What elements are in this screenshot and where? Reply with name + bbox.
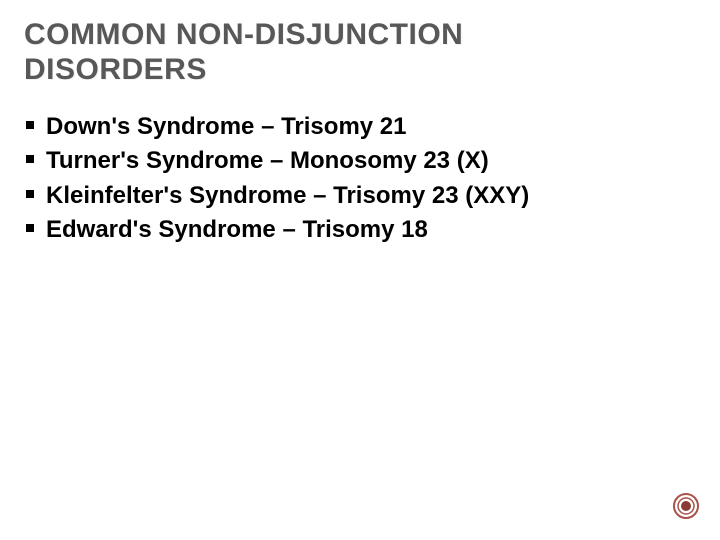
list-item: Down's Syndrome – Trisomy 21 xyxy=(26,111,696,143)
list-item: Kleinfelter's Syndrome – Trisomy 23 (XXY… xyxy=(26,180,696,212)
bullet-list: Down's Syndrome – Trisomy 21 Turner's Sy… xyxy=(24,111,696,247)
bullseye-icon xyxy=(672,492,700,520)
slide-title: COMMON NON-DISJUNCTION DISORDERS xyxy=(24,18,696,87)
list-item: Turner's Syndrome – Monosomy 23 (X) xyxy=(26,145,696,177)
title-line-1: COMMON NON-DISJUNCTION xyxy=(24,18,463,51)
bullet-text: Down's Syndrome – Trisomy 21 xyxy=(46,113,407,140)
bullet-text: Turner's Syndrome – Monosomy 23 (X) xyxy=(46,147,489,174)
slide-container: COMMON NON-DISJUNCTION DISORDERS Down's … xyxy=(0,0,720,540)
bullet-text: Kleinfelter's Syndrome – Trisomy 23 (XXY… xyxy=(46,182,529,209)
list-item: Edward's Syndrome – Trisomy 18 xyxy=(26,214,696,246)
title-line-2: DISORDERS xyxy=(24,53,207,86)
bullet-text: Edward's Syndrome – Trisomy 18 xyxy=(46,216,428,243)
